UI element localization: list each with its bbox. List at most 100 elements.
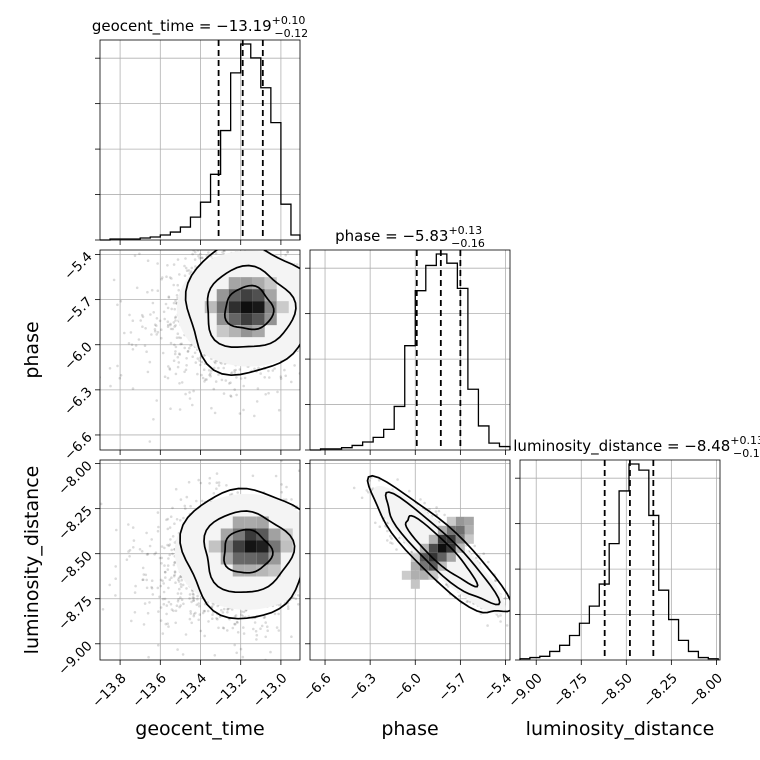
y-tick-label: −6.3 bbox=[61, 384, 95, 418]
sample-point bbox=[166, 517, 170, 521]
sample-point bbox=[205, 378, 208, 381]
sample-point bbox=[230, 371, 234, 374]
sample-point bbox=[301, 333, 304, 336]
sample-point bbox=[193, 258, 197, 261]
sample-point bbox=[314, 559, 317, 562]
sample-point bbox=[161, 579, 164, 583]
sample-point bbox=[499, 614, 502, 617]
title-main: luminosity_distance = −8.48 bbox=[513, 437, 730, 456]
sample-point bbox=[157, 610, 160, 613]
sample-point bbox=[279, 375, 283, 379]
sample-point bbox=[193, 247, 196, 250]
sample-point bbox=[267, 369, 270, 373]
sample-point bbox=[175, 604, 179, 607]
density-cell bbox=[268, 528, 281, 541]
histogram-step-phase bbox=[310, 253, 511, 451]
sample-point bbox=[313, 280, 316, 283]
sample-point bbox=[179, 592, 183, 595]
sample-point bbox=[230, 608, 234, 611]
sample-point bbox=[173, 541, 177, 544]
sample-point bbox=[173, 570, 177, 573]
sample-point bbox=[305, 335, 308, 338]
sample-point bbox=[242, 610, 246, 614]
sample-point bbox=[230, 492, 234, 496]
sample-point bbox=[190, 600, 193, 604]
sample-point bbox=[168, 553, 171, 557]
sample-point bbox=[299, 595, 300, 598]
sample-point bbox=[166, 568, 170, 571]
sample-point bbox=[304, 279, 307, 282]
sample-point bbox=[212, 603, 215, 606]
x-tick-label: −9.00 bbox=[505, 670, 546, 711]
sample-point bbox=[327, 307, 330, 310]
sample-point bbox=[71, 390, 74, 393]
sample-point bbox=[215, 487, 218, 491]
sample-point bbox=[301, 544, 304, 547]
sample-point bbox=[317, 341, 320, 344]
sample-point bbox=[112, 278, 116, 282]
sample-point bbox=[167, 586, 170, 590]
sample-point bbox=[319, 308, 322, 311]
sample-point bbox=[305, 545, 308, 548]
sample-point bbox=[300, 342, 303, 345]
sample-point bbox=[236, 621, 239, 624]
sample-point bbox=[320, 302, 323, 305]
sample-point bbox=[280, 460, 283, 462]
sample-point bbox=[144, 327, 147, 330]
sample-point bbox=[306, 274, 309, 277]
sample-point bbox=[194, 265, 197, 268]
sample-point bbox=[188, 346, 191, 350]
sample-point bbox=[320, 275, 323, 278]
density-cell bbox=[216, 325, 229, 338]
sample-point bbox=[163, 564, 166, 567]
sample-point bbox=[235, 620, 239, 624]
sample-point bbox=[173, 662, 176, 665]
sample-point bbox=[115, 528, 118, 532]
sample-point bbox=[184, 507, 187, 510]
sample-point bbox=[240, 610, 244, 613]
sample-point bbox=[220, 362, 223, 365]
density-cells bbox=[204, 277, 289, 338]
sample-point bbox=[185, 587, 188, 590]
sample-point bbox=[210, 605, 214, 608]
sample-point bbox=[317, 572, 320, 575]
density-cell bbox=[228, 277, 241, 290]
sample-point bbox=[284, 374, 288, 378]
sample-point bbox=[164, 302, 168, 306]
sample-point bbox=[165, 275, 168, 279]
density-cell bbox=[264, 289, 277, 302]
sample-point bbox=[189, 612, 193, 615]
density-cell bbox=[252, 301, 265, 314]
sample-point bbox=[222, 392, 226, 395]
density-cell bbox=[216, 289, 229, 302]
sample-point bbox=[301, 344, 304, 347]
sample-point bbox=[146, 259, 150, 263]
sample-point bbox=[174, 345, 178, 349]
sample-point bbox=[321, 585, 324, 588]
sample-point bbox=[191, 355, 194, 359]
sample-point bbox=[131, 348, 135, 351]
sample-point bbox=[141, 566, 145, 570]
sample-point bbox=[302, 548, 305, 551]
sample-point bbox=[207, 251, 210, 254]
sample-point bbox=[133, 591, 137, 594]
sample-point bbox=[329, 305, 332, 308]
sample-point bbox=[315, 315, 318, 318]
sample-point bbox=[347, 581, 350, 584]
sample-point bbox=[242, 632, 246, 635]
sample-point bbox=[242, 626, 245, 629]
sample-point bbox=[293, 364, 296, 367]
sample-point bbox=[214, 251, 218, 255]
sample-point bbox=[358, 555, 361, 558]
sample-point bbox=[178, 587, 181, 591]
sample-point bbox=[95, 274, 98, 277]
sample-point bbox=[257, 366, 260, 370]
sample-point bbox=[116, 364, 119, 368]
sample-point bbox=[303, 354, 306, 357]
density-cell bbox=[244, 540, 257, 553]
sample-point bbox=[152, 418, 155, 421]
sample-point bbox=[176, 365, 180, 369]
sample-point bbox=[367, 491, 370, 494]
density-cell bbox=[216, 313, 229, 326]
sample-point bbox=[303, 273, 306, 276]
